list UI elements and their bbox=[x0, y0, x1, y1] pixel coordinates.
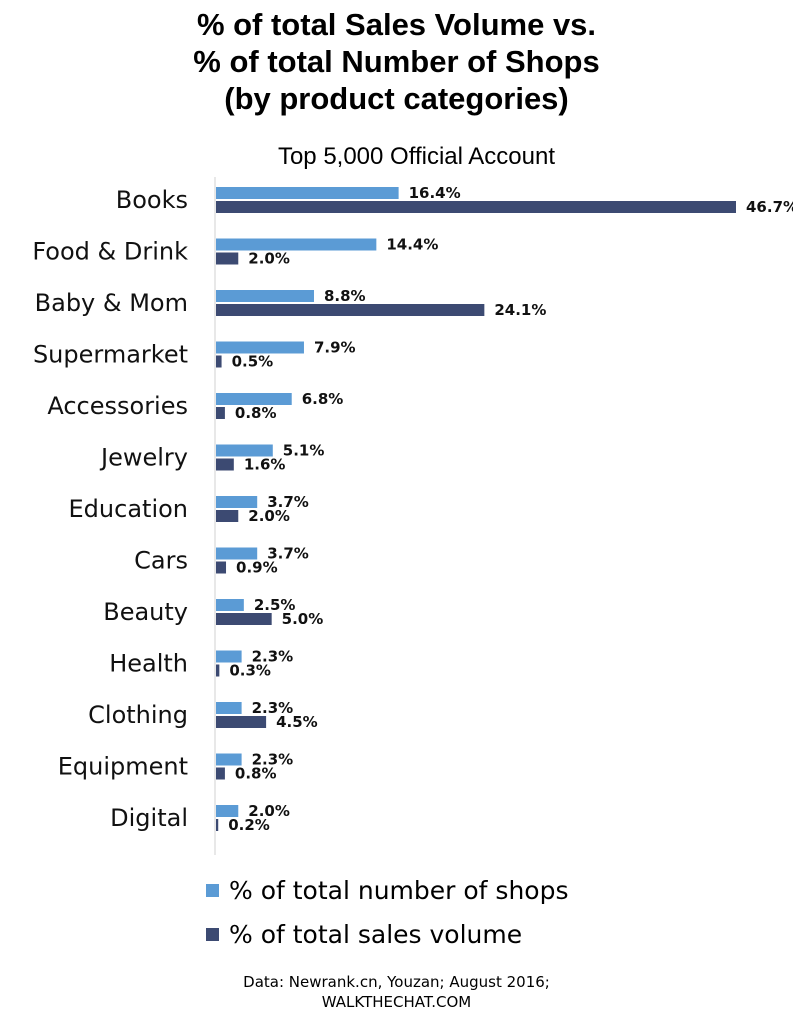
bar-sales bbox=[216, 355, 222, 368]
data-label-shops: 3.7% bbox=[267, 545, 309, 563]
data-label-shops: 2.5% bbox=[254, 596, 296, 614]
bar-shops bbox=[216, 599, 244, 611]
bar-sales bbox=[216, 819, 219, 831]
source-line-2: WALKTHECHAT.COM bbox=[321, 993, 472, 1011]
bar-shops bbox=[216, 496, 258, 508]
category-label: Accessories bbox=[47, 392, 188, 420]
bar-shops bbox=[216, 393, 292, 405]
chart-title-line-2: % of total Number of Shops bbox=[193, 44, 600, 79]
category-label: Cars bbox=[134, 547, 188, 575]
data-label-sales: 1.6% bbox=[244, 456, 286, 474]
bar-sales bbox=[216, 664, 220, 677]
bar-sales bbox=[216, 407, 225, 419]
source-note: Data: Newrank.cn, Youzan; August 2016; W… bbox=[0, 972, 793, 1012]
bar-chart: Books 16.4% 46.7% Food & Drink 14.4% 2.0% Baby… bbox=[32, 177, 793, 855]
data-label-shops: 3.7% bbox=[267, 493, 309, 511]
chart-title-line-1: % of total Sales Volume vs. bbox=[196, 7, 597, 42]
legend-swatch-shops bbox=[206, 884, 219, 897]
category-label: Digital bbox=[110, 804, 188, 832]
bar-sales bbox=[216, 613, 272, 625]
data-label-shops: 7.9% bbox=[314, 339, 356, 357]
bar-shops bbox=[216, 341, 304, 354]
data-label-sales: 5.0% bbox=[282, 610, 324, 628]
data-label-shops: 2.3% bbox=[252, 648, 294, 666]
data-label-shops: 8.8% bbox=[324, 287, 366, 305]
data-label-sales: 46.7% bbox=[746, 198, 793, 216]
data-label-sales: 0.3% bbox=[229, 662, 271, 680]
data-label-shops: 2.0% bbox=[248, 802, 290, 820]
category-label: Clothing bbox=[88, 701, 188, 729]
bar-sales bbox=[216, 716, 267, 728]
bar-sales bbox=[216, 252, 239, 265]
data-label-sales: 2.0% bbox=[248, 250, 290, 268]
data-label-shops: 5.1% bbox=[283, 442, 325, 460]
data-label-shops: 6.8% bbox=[302, 390, 344, 408]
data-label-sales: 0.2% bbox=[228, 816, 270, 834]
bar-shops bbox=[216, 650, 242, 663]
category-label: Food & Drink bbox=[32, 238, 188, 266]
category-label: Equipment bbox=[58, 753, 188, 781]
chart-title: % of total Sales Volume vs. % of total N… bbox=[0, 6, 793, 117]
bar-shops bbox=[216, 547, 258, 560]
bar-shops bbox=[216, 187, 399, 199]
data-label-sales: 4.5% bbox=[276, 713, 318, 731]
source-line-1: Data: Newrank.cn, Youzan; August 2016; bbox=[243, 973, 550, 991]
bar-sales bbox=[216, 458, 234, 471]
data-label-sales: 24.1% bbox=[494, 301, 546, 319]
legend-item-shops: % of total number of shops bbox=[206, 876, 568, 905]
bar-shops bbox=[216, 753, 242, 766]
chart-subtitle: Top 5,000 Official Account bbox=[277, 143, 556, 170]
data-label-shops: 14.4% bbox=[386, 236, 438, 254]
category-label: Beauty bbox=[103, 598, 188, 626]
legend-swatch-sales bbox=[206, 928, 219, 941]
bar-shops bbox=[216, 444, 273, 457]
category-label: Books bbox=[116, 186, 188, 214]
category-label: Jewelry bbox=[99, 444, 188, 472]
legend-label-sales: % of total sales volume bbox=[229, 920, 523, 949]
data-label-shops: 2.3% bbox=[252, 699, 294, 717]
legend-label-shops: % of total number of shops bbox=[229, 876, 569, 905]
category-label: Supermarket bbox=[33, 341, 188, 369]
chart-title-line-3: (by product categories) bbox=[224, 81, 569, 116]
category-label: Education bbox=[69, 495, 188, 523]
category-label: Baby & Mom bbox=[35, 289, 188, 317]
data-label-shops: 16.4% bbox=[409, 184, 461, 202]
bar-sales bbox=[216, 561, 227, 574]
bar-shops bbox=[216, 238, 377, 251]
legend-item-sales: % of total sales volume bbox=[206, 920, 522, 949]
bar-sales bbox=[216, 304, 485, 316]
data-label-sales: 0.8% bbox=[235, 404, 277, 422]
data-label-sales: 0.9% bbox=[236, 559, 278, 577]
data-label-sales: 0.8% bbox=[235, 765, 277, 783]
data-label-sales: 0.5% bbox=[232, 353, 274, 371]
bar-sales bbox=[216, 767, 225, 780]
bar-shops bbox=[216, 702, 242, 714]
bar-shops bbox=[216, 805, 239, 817]
bar-shops bbox=[216, 290, 314, 302]
bar-sales bbox=[216, 510, 239, 522]
data-label-shops: 2.3% bbox=[252, 751, 294, 769]
bar-sales bbox=[216, 201, 736, 213]
category-label: Health bbox=[109, 650, 188, 678]
data-label-sales: 2.0% bbox=[248, 507, 290, 525]
